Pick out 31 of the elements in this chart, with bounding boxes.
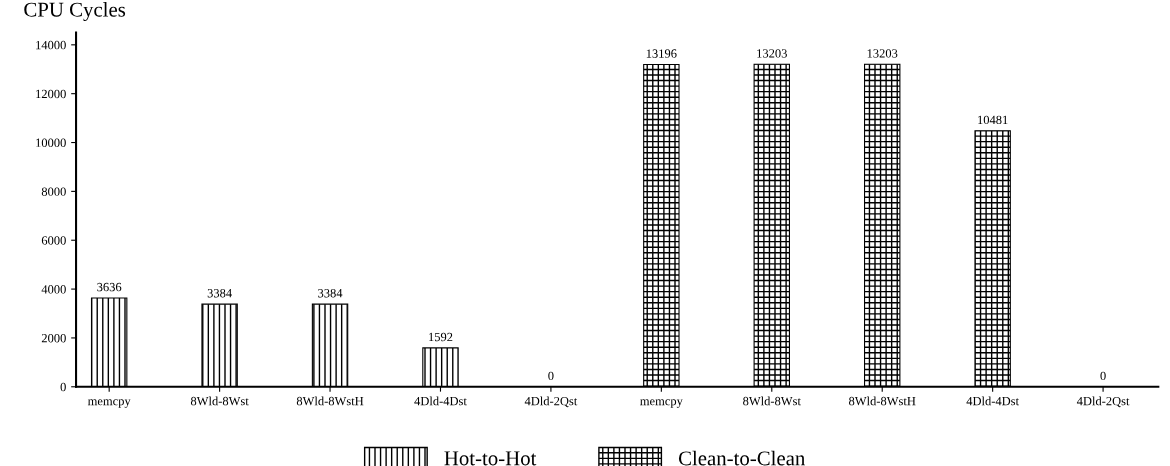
- legend-label: Clean-to-Clean: [678, 450, 806, 466]
- data-label: 13203: [867, 49, 898, 58]
- x-tick-label: memcpy: [87, 399, 131, 408]
- data-label: 3636: [97, 282, 122, 292]
- data-label: 0: [1100, 371, 1106, 381]
- y-tick-label: 0: [60, 382, 66, 392]
- y-tick-label: 12000: [36, 89, 66, 99]
- data-label: 1592: [429, 332, 453, 342]
- data-label: 3384: [207, 288, 232, 298]
- data-label: 3384: [318, 288, 343, 298]
- data-label: 13196: [646, 49, 677, 58]
- y-tick-label: 10000: [36, 138, 66, 147]
- y-axis-title: CPU Cycles: [24, 2, 126, 21]
- data-label: 10481: [978, 115, 1008, 125]
- x-tick-label: 8Wld-8Wst: [743, 396, 801, 406]
- y-tick-label: 8000: [41, 187, 66, 196]
- data-label: 0: [548, 371, 554, 381]
- legend-label: Hot-to-Hot: [444, 451, 537, 466]
- x-tick-label: memcpy: [640, 399, 683, 408]
- x-tick-label: 8Wld-8WstH: [296, 396, 364, 406]
- y-tick-label: 2000: [41, 333, 66, 343]
- x-tick-label: 4Dld-4Dst: [966, 396, 1019, 406]
- x-tick-label: 4Dld-4Dst: [414, 396, 467, 406]
- y-tick-label: 6000: [41, 236, 66, 245]
- y-tick-label: 4000: [41, 285, 66, 294]
- y-tick-label: 14000: [36, 40, 66, 50]
- x-tick-label: 8Wld-8Wst: [190, 396, 249, 406]
- x-tick-label: 8Wld-8WstH: [849, 396, 916, 406]
- data-label: 13203: [757, 49, 787, 58]
- x-tick-label: 4Dld-2Qst: [1076, 396, 1130, 408]
- x-tick-label: 4Dld-2Qst: [524, 396, 578, 408]
